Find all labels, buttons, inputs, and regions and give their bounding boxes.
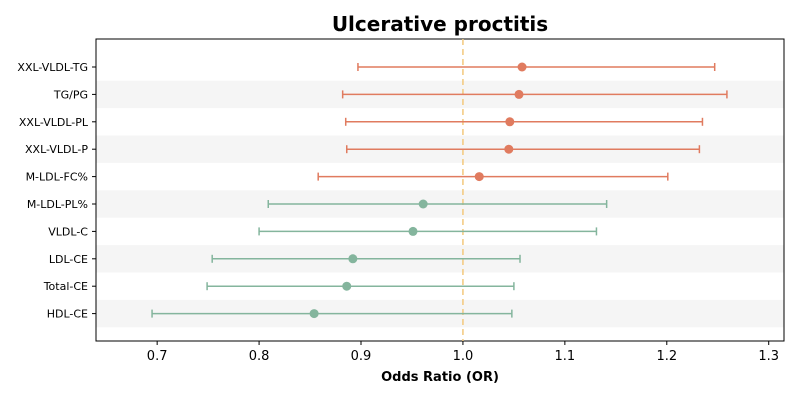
- x-tick-label: 1.1: [555, 349, 576, 364]
- point-estimate: [505, 117, 515, 127]
- y-tick-label: M-LDL-FC%: [26, 171, 88, 184]
- x-tick-label: 1.2: [656, 349, 677, 364]
- point-estimate: [418, 199, 428, 209]
- point-estimate: [517, 62, 527, 72]
- point-estimate: [474, 172, 484, 182]
- y-tick-label: M-LDL-PL%: [27, 198, 88, 211]
- point-estimate: [408, 226, 418, 236]
- point-estimate: [309, 309, 319, 319]
- plot-frame: [95, 38, 785, 342]
- y-tick-label: HDL-CE: [47, 308, 88, 321]
- x-tick-label: 1.3: [758, 349, 779, 364]
- x-axis-ticks: 0.7 0.8 0.9 1.0 1.1 1.2 1.3: [147, 341, 779, 364]
- y-tick-label: VLDL-C: [48, 225, 88, 238]
- x-tick-label: 0.8: [249, 349, 270, 364]
- x-axis-label: Odds Ratio (OR): [381, 370, 499, 385]
- x-tick-label: 0.7: [147, 349, 168, 364]
- chart-title: Ulcerative proctitis: [332, 12, 548, 36]
- y-tick-label: TG/PG: [53, 88, 88, 101]
- y-axis-ticks: XXL-VLDL-TG TG/PG XXL-VLDL-PL XXL-VLDL-P M-L…: [17, 61, 96, 321]
- confidence-intervals: [151, 63, 728, 318]
- y-tick-label: LDL-CE: [49, 253, 88, 266]
- point-estimates: [309, 62, 527, 319]
- y-tick-label: XXL-VLDL-TG: [17, 61, 88, 74]
- point-estimate: [342, 281, 352, 291]
- y-tick-label: Total-CE: [43, 280, 88, 293]
- y-tick-label: XXL-VLDL-P: [25, 143, 88, 156]
- point-estimate: [504, 144, 514, 154]
- x-tick-label: 1.0: [453, 349, 474, 364]
- x-tick-label: 0.9: [351, 349, 372, 364]
- y-tick-label: XXL-VLDL-PL: [19, 116, 89, 129]
- point-estimate: [514, 89, 524, 99]
- point-estimate: [348, 254, 358, 264]
